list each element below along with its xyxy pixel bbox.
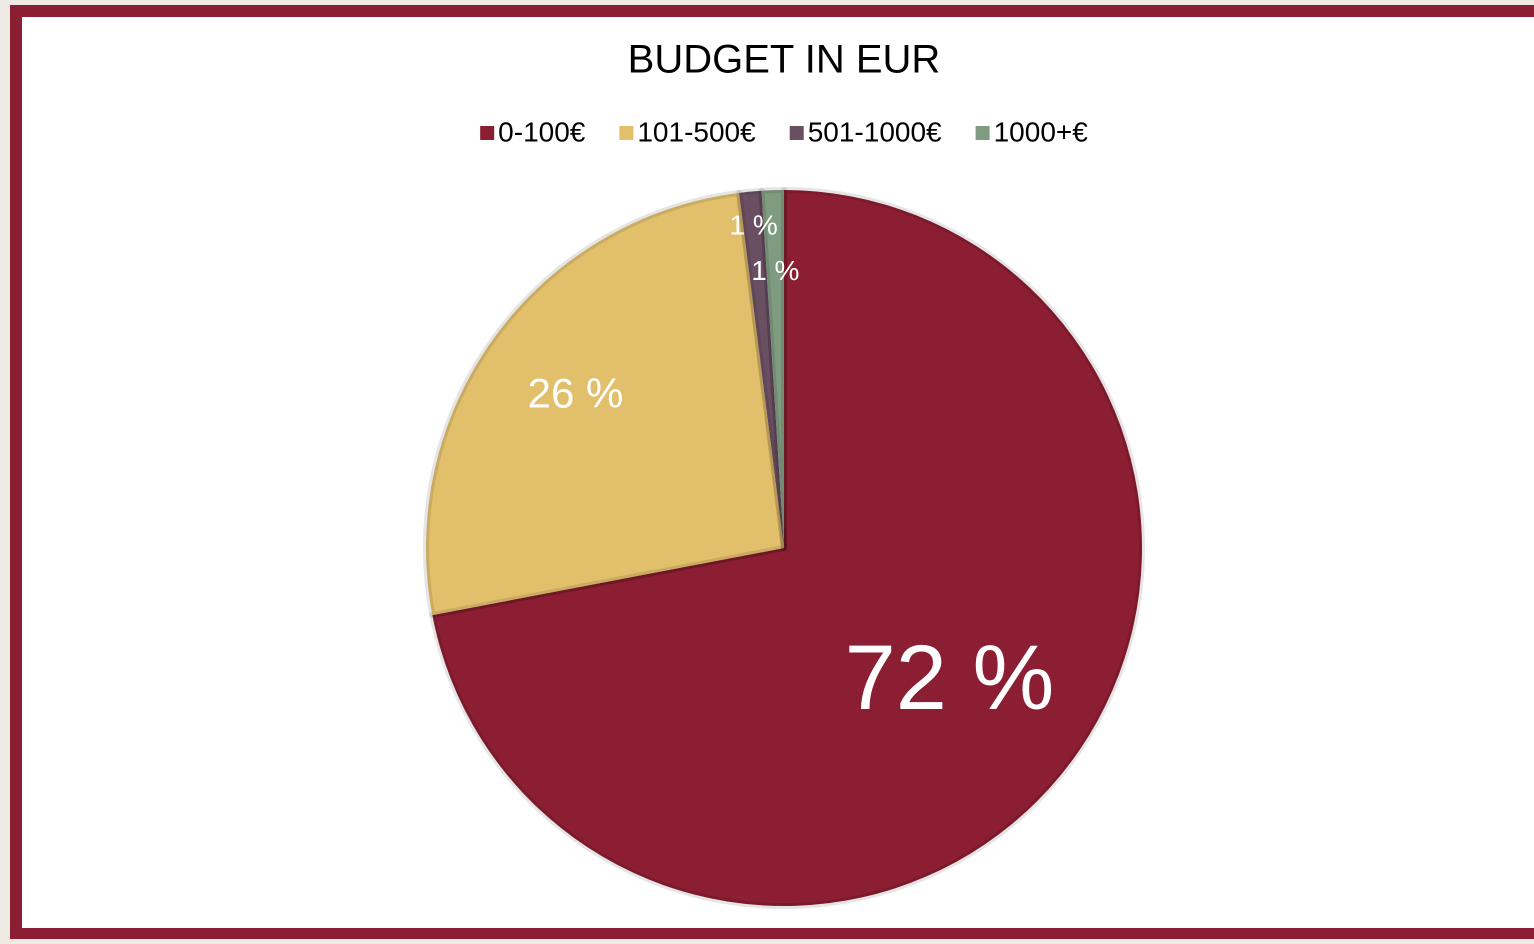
chart-title: BUDGET IN EUR — [628, 38, 941, 82]
data-label: 1 % — [751, 255, 799, 286]
legend-swatch — [619, 126, 634, 140]
pie-slice — [758, 187, 787, 551]
data-label: 1 % — [730, 210, 778, 241]
legend-swatch — [975, 126, 990, 140]
pie-slice — [429, 187, 1145, 909]
legend-label: 501-1000€ — [808, 116, 942, 147]
data-label: 26 % — [528, 370, 624, 417]
data-label: 72 % — [845, 627, 1055, 729]
legend-label: 0-100€ — [498, 116, 586, 147]
legend-swatch — [480, 126, 495, 140]
legend-label: 1000+€ — [994, 116, 1089, 147]
legend-swatch — [789, 126, 804, 140]
legend-label: 101-500€ — [637, 116, 756, 147]
legend: 0-100€ 101-500€ 501-1000€ 1000+€ — [480, 116, 1088, 147]
pie-slice — [736, 187, 787, 551]
pie-slice — [423, 189, 787, 619]
